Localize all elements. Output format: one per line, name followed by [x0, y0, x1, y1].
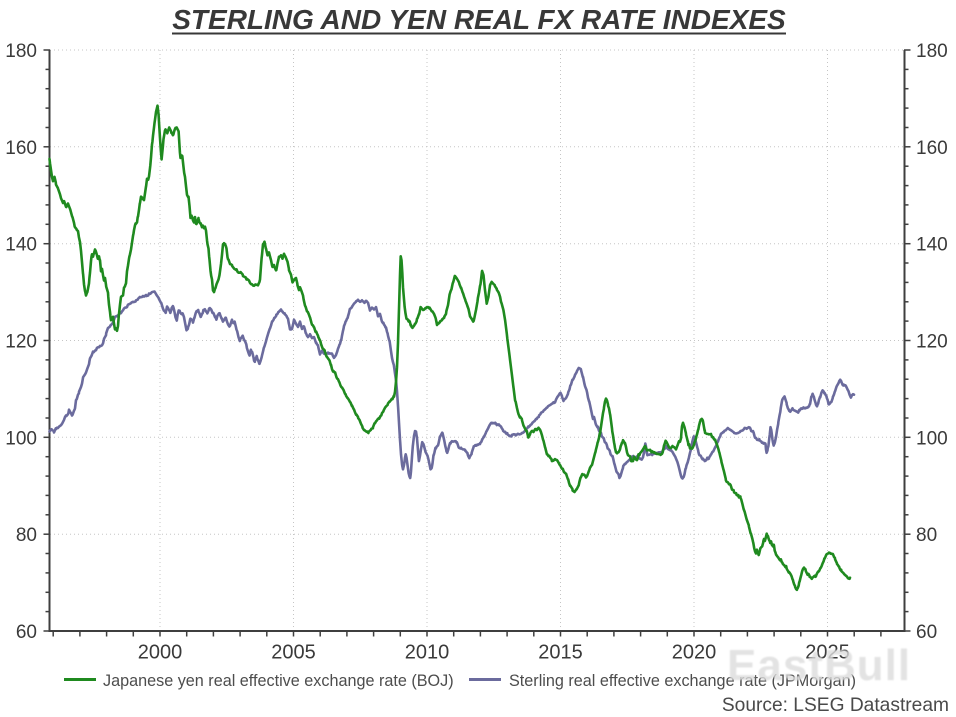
svg-text:160: 160	[5, 138, 37, 159]
svg-text:120: 120	[916, 332, 948, 353]
svg-text:STERLING AND YEN REAL FX RATE: STERLING AND YEN REAL FX RATE INDEXES	[172, 4, 786, 35]
svg-text:Sterling real effective exchan: Sterling real effective exchange rate (J…	[509, 672, 856, 690]
svg-text:Japanese yen real effective ex: Japanese yen real effective exchange rat…	[103, 672, 454, 690]
svg-text:60: 60	[16, 622, 37, 643]
svg-text:2015: 2015	[538, 642, 583, 664]
svg-text:80: 80	[916, 525, 937, 546]
svg-text:100: 100	[5, 428, 37, 449]
svg-text:140: 140	[916, 235, 948, 256]
svg-text:EastBull: EastBull	[727, 641, 911, 690]
svg-text:2005: 2005	[271, 642, 316, 664]
svg-text:80: 80	[16, 525, 37, 546]
svg-text:60: 60	[916, 622, 937, 643]
svg-text:120: 120	[5, 332, 37, 353]
svg-text:2000: 2000	[138, 642, 183, 664]
svg-text:Source: LSEG Datastream: Source: LSEG Datastream	[722, 695, 949, 716]
svg-text:180: 180	[916, 41, 948, 62]
svg-text:2010: 2010	[405, 642, 450, 664]
svg-text:180: 180	[5, 41, 37, 62]
svg-text:100: 100	[916, 428, 948, 449]
svg-text:2025: 2025	[805, 642, 850, 664]
svg-text:160: 160	[916, 138, 948, 159]
svg-text:2020: 2020	[672, 642, 717, 664]
svg-text:140: 140	[5, 235, 37, 256]
